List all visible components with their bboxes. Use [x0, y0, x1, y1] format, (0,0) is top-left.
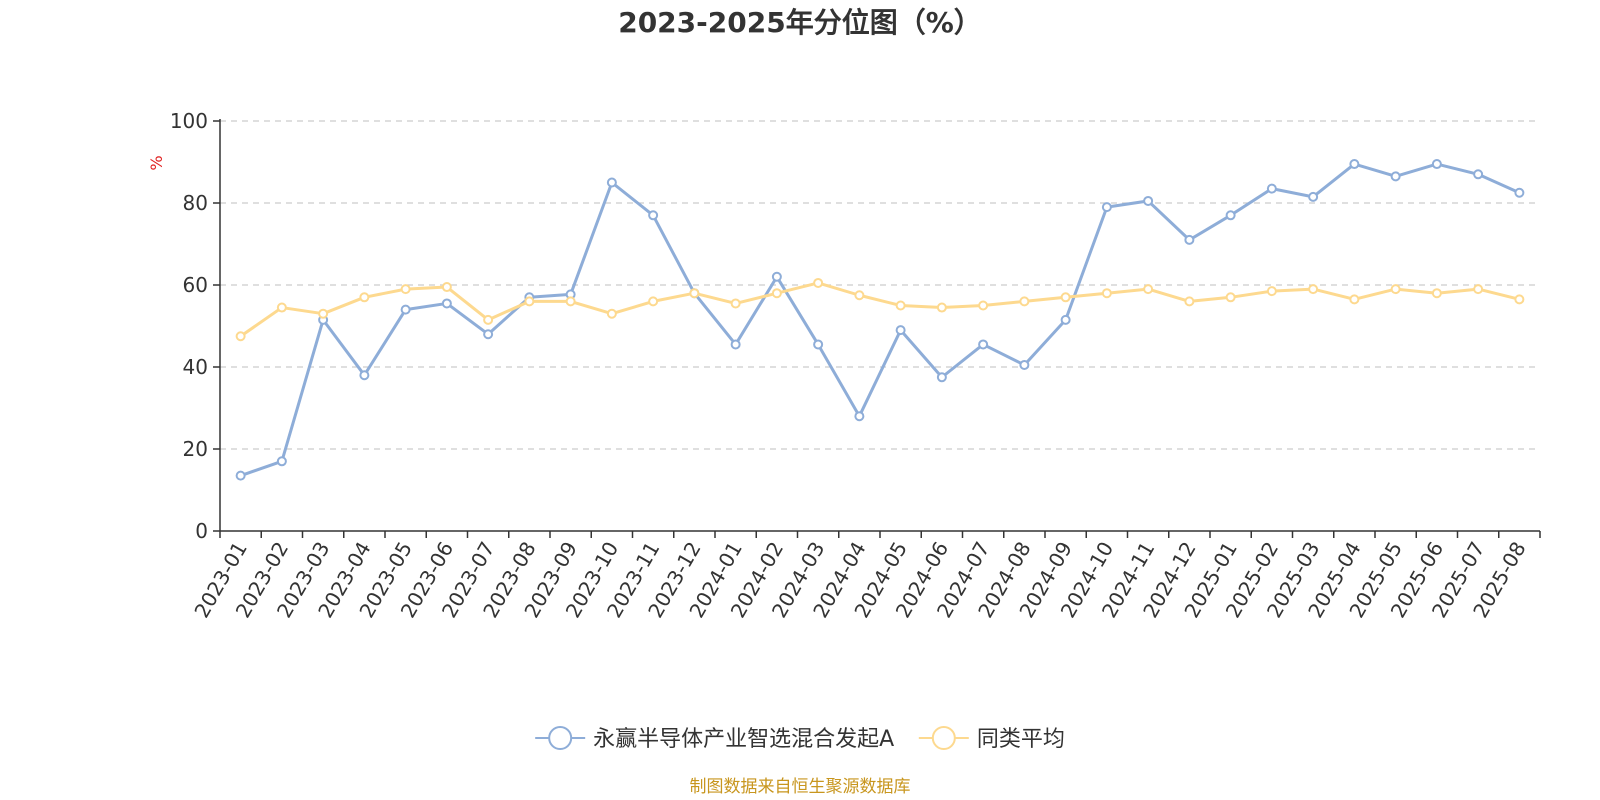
data-point [565, 296, 576, 307]
legend-item-1[interactable]: 永赢半导体产业智选混合发起A [535, 726, 894, 752]
data-point [1143, 195, 1154, 206]
data-point [771, 288, 782, 299]
data-point [730, 339, 741, 350]
legend-label: 同类平均 [977, 727, 1065, 752]
data-point [1060, 314, 1071, 325]
data-point [1308, 191, 1319, 202]
chart-title: 2023-2025年分位图（%） [618, 6, 982, 39]
series-line [239, 281, 1521, 338]
data-point [730, 298, 741, 309]
data-point [1101, 202, 1112, 213]
data-point [936, 302, 947, 313]
series-1 [235, 159, 1525, 481]
data-point [1390, 171, 1401, 182]
data-point [978, 300, 989, 311]
y-tick-label: 40 [183, 355, 208, 379]
data-point [483, 314, 494, 325]
data-point [1184, 296, 1195, 307]
data-point [936, 372, 947, 383]
data-point [648, 210, 659, 221]
data-point [1143, 284, 1154, 295]
data-point [1266, 183, 1277, 194]
data-point [400, 304, 411, 315]
data-point [400, 284, 411, 295]
data-point [441, 282, 452, 293]
data-point [1266, 286, 1277, 297]
legend-label: 永赢半导体产业智选混合发起A [593, 727, 894, 752]
data-point [1473, 284, 1484, 295]
data-point [1514, 294, 1525, 305]
data-point [1473, 169, 1484, 180]
series-2 [235, 277, 1525, 342]
data-point [1225, 292, 1236, 303]
y-tick-label: 20 [183, 437, 208, 461]
data-point [1514, 187, 1525, 198]
data-point [1349, 159, 1360, 170]
data-point [276, 302, 287, 313]
data-point [318, 308, 329, 319]
data-point [483, 329, 494, 340]
legend-circle-icon [931, 726, 956, 750]
data-point [235, 470, 246, 481]
y-tick-label: 80 [183, 191, 208, 215]
data-point [359, 292, 370, 303]
data-point [1431, 159, 1442, 170]
data-point [813, 339, 824, 350]
y-tick-label: 0 [195, 519, 208, 543]
data-point [978, 339, 989, 350]
data-point [1060, 292, 1071, 303]
data-point [1101, 288, 1112, 299]
data-point [441, 298, 452, 309]
data-point [1184, 234, 1195, 245]
data-point [854, 290, 865, 301]
data-point [895, 300, 906, 311]
data-point [1019, 296, 1030, 307]
series-lines [235, 159, 1525, 481]
data-point [606, 308, 617, 319]
data-point [648, 296, 659, 307]
data-point [1390, 284, 1401, 295]
legend-circle-icon [548, 726, 573, 750]
data-point [524, 296, 535, 307]
data-point [813, 277, 824, 288]
source-note: 制图数据来自恒生聚源数据库 [689, 777, 911, 797]
y-axis-label: % [147, 155, 166, 170]
data-point [1225, 210, 1236, 221]
series-line [239, 162, 1521, 478]
legend-item-2[interactable]: 同类平均 [918, 726, 1065, 752]
data-point [1308, 284, 1319, 295]
data-point [606, 177, 617, 188]
data-point [771, 271, 782, 282]
y-tick-label: 60 [183, 273, 208, 297]
data-point [1019, 359, 1030, 370]
grid-lines [220, 120, 1540, 450]
data-point [854, 411, 865, 422]
data-point [1349, 294, 1360, 305]
legend: 永赢半导体产业智选混合发起A 同类平均 [535, 726, 1065, 752]
y-tick-label: 100 [170, 109, 208, 133]
data-point [276, 456, 287, 467]
data-point [689, 288, 700, 299]
data-point [359, 370, 370, 381]
data-point [895, 325, 906, 336]
data-point [235, 331, 246, 342]
data-point [1431, 288, 1442, 299]
